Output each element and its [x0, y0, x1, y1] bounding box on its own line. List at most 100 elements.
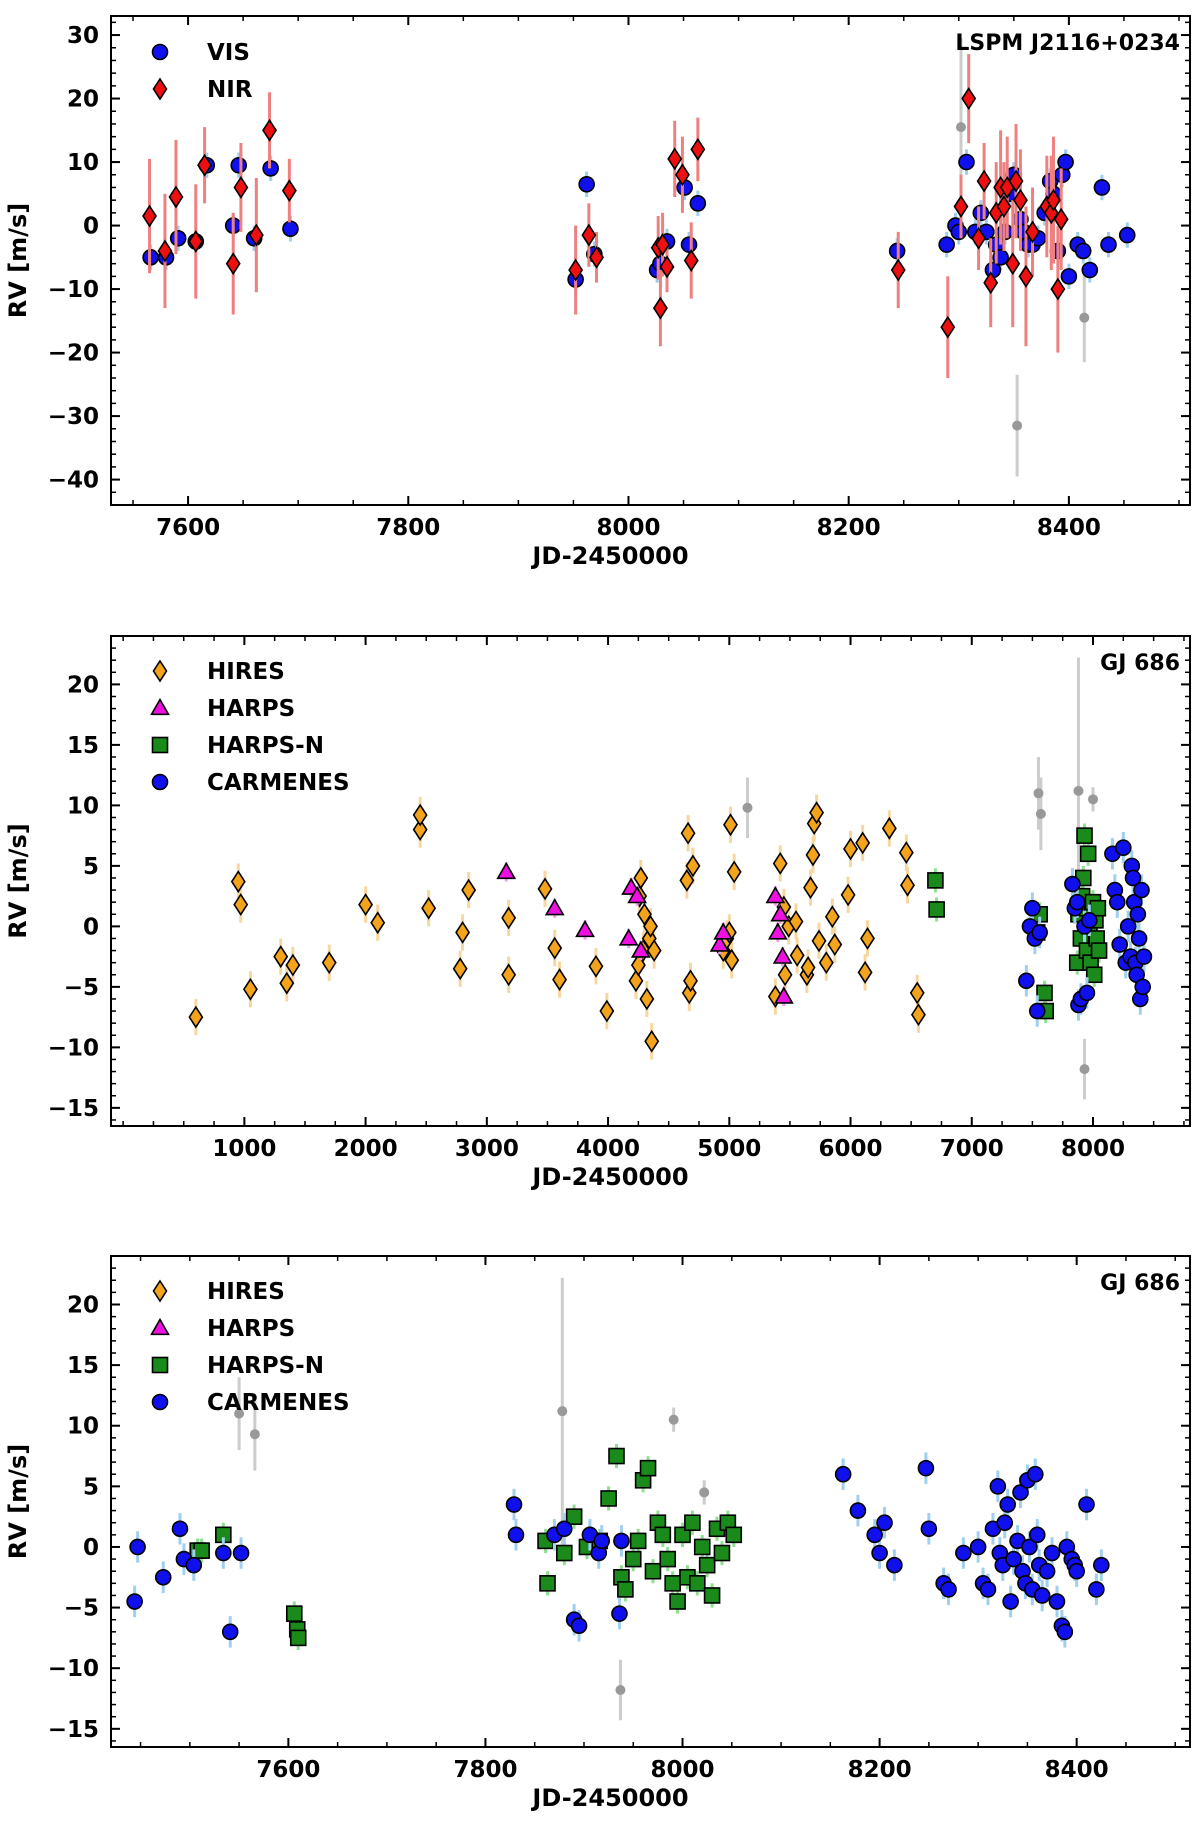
y-tick-label: −15: [48, 1717, 99, 1743]
data-point: [979, 1581, 997, 1598]
data-point: [679, 868, 695, 892]
data-point: [726, 860, 742, 884]
data-point: [1078, 984, 1096, 1002]
data-point: [680, 236, 698, 253]
data-point: [581, 223, 597, 247]
series-rejected: [955, 38, 1090, 477]
plot-frame: [110, 1255, 1191, 1748]
y-tick-label: 20: [67, 672, 99, 698]
data-point: [1088, 1581, 1105, 1598]
data-point: [772, 946, 793, 964]
data-point: [1134, 978, 1152, 996]
data-point: [233, 893, 249, 917]
series-harps: [496, 861, 794, 1007]
y-tick-label: 5: [83, 1474, 99, 1500]
data-point: [628, 969, 644, 993]
data-point: [818, 951, 834, 975]
legend-marker: [151, 773, 169, 791]
x-tick-label: 2000: [334, 1136, 398, 1162]
data-point: [773, 986, 794, 1004]
data-point: [940, 315, 956, 339]
data-point: [950, 223, 968, 241]
data-point: [1068, 893, 1086, 911]
data-point: [1093, 179, 1111, 196]
x-tick-label: 8200: [848, 1757, 912, 1783]
legend-marker: [152, 659, 168, 683]
data-layer: [126, 1277, 1110, 1721]
data-point: [1043, 1544, 1061, 1562]
data-point: [800, 956, 816, 979]
data-point: [1060, 268, 1078, 285]
data-point: [627, 886, 648, 904]
data-point: [1024, 899, 1041, 917]
y-tick-label: 10: [67, 1414, 99, 1440]
data-point: [154, 1568, 172, 1586]
legend: HIRES HARPS HARPS-N CARMENES: [150, 659, 350, 796]
data-point: [953, 195, 969, 218]
data-point: [600, 1490, 617, 1507]
data-point: [643, 914, 658, 938]
data-point: [242, 977, 258, 1001]
data-point: [565, 1508, 583, 1525]
data-point: [1057, 153, 1074, 171]
data-point: [1028, 1002, 1046, 1020]
x-tick-label: 8000: [596, 515, 660, 541]
data-point: [507, 1526, 525, 1544]
data-point: [1064, 875, 1081, 893]
data-point: [537, 877, 553, 901]
y-axis-label: RV [m/s]: [4, 823, 32, 938]
legend-label: CARMENES: [207, 770, 350, 796]
data-point: [539, 1575, 556, 1592]
x-tick-label: 5000: [697, 1136, 761, 1162]
data-point: [496, 861, 517, 880]
legend-marker: [151, 1356, 169, 1374]
legend: VIS NIR: [151, 40, 253, 103]
data-point: [969, 1538, 987, 1556]
legend-label: HARPS: [207, 1316, 295, 1342]
legend-label: HARPS: [207, 696, 295, 722]
panel-title: GJ 686: [1100, 1271, 1180, 1296]
legend-marker: [152, 77, 168, 101]
data-point: [624, 1550, 642, 1568]
data-point: [221, 1623, 239, 1641]
legend-marker: [152, 1279, 168, 1303]
data-point: [955, 1544, 972, 1562]
data-point: [669, 1593, 686, 1610]
data-point: [876, 1514, 893, 1532]
data-point: [501, 963, 517, 987]
legend-label: VIS: [207, 40, 250, 66]
data-point: [126, 1593, 143, 1610]
data-point: [370, 911, 386, 935]
data-point: [644, 1029, 660, 1053]
rejected-point: [1088, 794, 1099, 805]
data-point: [849, 1502, 867, 1519]
y-tick-label: 10: [67, 150, 99, 176]
data-point: [1046, 188, 1061, 212]
rejected-point: [955, 122, 966, 133]
data-point: [1108, 893, 1126, 911]
data-point: [664, 1575, 681, 1592]
data-point: [1026, 1465, 1044, 1483]
data-point: [1124, 869, 1142, 887]
legend-label: NIR: [207, 77, 253, 103]
data-point: [724, 948, 740, 972]
data-point: [972, 204, 990, 222]
data-point: [505, 1496, 523, 1513]
data-point: [412, 803, 428, 827]
data-point: [1033, 1587, 1051, 1604]
data-point: [1005, 252, 1021, 276]
data-point: [1135, 948, 1153, 965]
data-point: [770, 904, 791, 922]
data-point: [1050, 277, 1066, 301]
data-point: [455, 920, 471, 944]
data-point: [547, 936, 563, 960]
data-point: [289, 1629, 307, 1647]
legend-marker: [151, 736, 169, 754]
data-point: [544, 898, 565, 916]
data-point: [1002, 1593, 1019, 1610]
series-rejected: [234, 1277, 710, 1721]
data-point: [225, 252, 241, 276]
y-tick-label: −10: [48, 1656, 99, 1682]
data-point: [193, 1542, 210, 1559]
